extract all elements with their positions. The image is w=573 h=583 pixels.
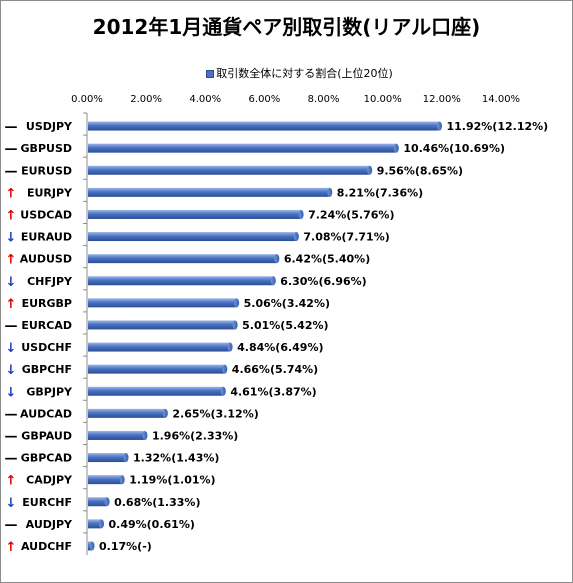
trend-marker: — bbox=[5, 120, 18, 135]
category-label: EURCAD bbox=[21, 319, 72, 332]
bar bbox=[88, 298, 240, 308]
category-label: USDCAD bbox=[20, 208, 72, 221]
bar bbox=[88, 453, 129, 463]
data-label: 2.65%(3.12%) bbox=[172, 407, 258, 420]
data-label: 4.66%(5.74%) bbox=[232, 363, 318, 376]
x-tick-label: 4.00% bbox=[189, 94, 221, 105]
chart-title: 2012年1月通貨ペア別取引数(リアル口座) bbox=[92, 15, 481, 39]
trend-marker: ↓ bbox=[6, 363, 17, 378]
data-label: 9.56%(8.65%) bbox=[377, 164, 463, 177]
category-label: GBPAUD bbox=[21, 429, 72, 442]
x-tick-label: 0.00% bbox=[71, 94, 103, 105]
category-label: CADJPY bbox=[26, 474, 73, 487]
data-label: 6.30%(6.96%) bbox=[280, 275, 366, 288]
trend-marker: ↑ bbox=[6, 540, 17, 555]
bar bbox=[88, 121, 442, 131]
bar bbox=[88, 232, 299, 242]
x-tick-label: 12.00% bbox=[423, 94, 461, 105]
category-label: EURAUD bbox=[21, 231, 72, 244]
category-label: USDJPY bbox=[26, 120, 73, 133]
trend-marker: ↓ bbox=[6, 275, 17, 290]
x-tick-label: 2.00% bbox=[130, 94, 162, 105]
trend-marker: — bbox=[5, 142, 18, 157]
bar bbox=[88, 408, 168, 418]
trend-marker: ↑ bbox=[6, 474, 17, 489]
bar bbox=[88, 475, 125, 485]
category-label: AUDCAD bbox=[20, 407, 72, 420]
data-label: 10.46%(10.69%) bbox=[403, 142, 505, 155]
bar bbox=[88, 342, 233, 352]
data-label: 4.84%(6.49%) bbox=[237, 341, 323, 354]
category-label: GBPCAD bbox=[21, 452, 72, 465]
x-tick-label: 8.00% bbox=[308, 94, 340, 105]
category-label: GBPUSD bbox=[21, 142, 72, 155]
data-label: 1.19%(1.01%) bbox=[129, 474, 215, 487]
category-label: GBPJPY bbox=[26, 385, 73, 398]
bar bbox=[88, 143, 399, 153]
data-label: 8.21%(7.36%) bbox=[337, 186, 423, 199]
trend-marker: — bbox=[5, 429, 18, 444]
data-label: 6.42%(5.40%) bbox=[284, 253, 370, 266]
category-label: GBPCHF bbox=[22, 363, 72, 376]
trend-marker: — bbox=[5, 518, 18, 533]
trend-marker: — bbox=[5, 319, 18, 334]
data-label: 0.49%(0.61%) bbox=[108, 518, 194, 531]
data-label: 1.96%(2.33%) bbox=[152, 429, 238, 442]
x-tick-label: 10.00% bbox=[364, 94, 402, 105]
trend-marker: ↑ bbox=[6, 253, 17, 268]
bar bbox=[88, 276, 276, 286]
category-label: AUDUSD bbox=[20, 253, 72, 266]
trend-marker: ↓ bbox=[6, 496, 17, 511]
bar bbox=[88, 320, 238, 330]
trend-marker: ↑ bbox=[6, 297, 17, 312]
bar bbox=[88, 386, 226, 396]
bar bbox=[88, 165, 373, 175]
category-label: EURUSD bbox=[21, 164, 72, 177]
data-label: 4.61%(3.87%) bbox=[230, 385, 316, 398]
trend-marker: — bbox=[5, 407, 18, 422]
category-label: CHFJPY bbox=[27, 275, 73, 288]
legend-swatch bbox=[206, 70, 215, 78]
bar bbox=[88, 497, 110, 507]
category-label: EURGBP bbox=[22, 297, 72, 310]
data-label: 11.92%(12.12%) bbox=[446, 120, 548, 133]
data-label: 5.01%(5.42%) bbox=[242, 319, 328, 332]
bar bbox=[88, 209, 304, 219]
data-label: 0.17%(-) bbox=[99, 540, 152, 553]
data-label: 1.32%(1.43%) bbox=[133, 452, 219, 465]
category-label: AUDJPY bbox=[26, 518, 73, 531]
x-tick-label: 14.00% bbox=[482, 94, 520, 105]
data-label: 0.68%(1.33%) bbox=[114, 496, 200, 509]
x-tick-label: 6.00% bbox=[249, 94, 281, 105]
category-label: EURCHF bbox=[22, 496, 72, 509]
data-label: 7.24%(5.76%) bbox=[308, 208, 394, 221]
trend-marker: — bbox=[5, 452, 18, 467]
trend-marker: ↓ bbox=[6, 341, 17, 356]
category-label: AUDCHF bbox=[21, 540, 72, 553]
trend-marker: ↓ bbox=[6, 231, 17, 246]
bar bbox=[88, 519, 104, 529]
data-label: 5.06%(3.42%) bbox=[244, 297, 330, 310]
category-label: EURJPY bbox=[27, 186, 73, 199]
category-label: USDCHF bbox=[21, 341, 72, 354]
bar bbox=[88, 187, 333, 197]
trend-marker: ↑ bbox=[6, 186, 17, 201]
data-label: 7.08%(7.71%) bbox=[303, 231, 389, 244]
legend-label: 取引数全体に対する割合(上位20位) bbox=[216, 67, 393, 80]
trend-marker: — bbox=[5, 164, 18, 179]
bar bbox=[88, 364, 228, 374]
bar bbox=[88, 254, 280, 264]
trend-marker: ↑ bbox=[6, 208, 17, 223]
legend: 取引数全体に対する割合(上位20位) bbox=[1, 65, 572, 81]
trend-marker: ↓ bbox=[6, 385, 17, 400]
bar bbox=[88, 430, 148, 440]
bar bbox=[88, 541, 95, 551]
